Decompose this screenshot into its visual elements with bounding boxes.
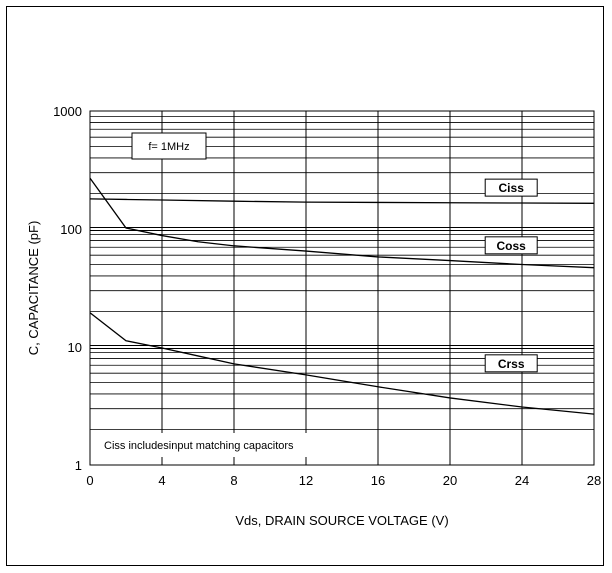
chart-frame <box>6 6 604 566</box>
x-tick-label: 24 <box>515 473 529 488</box>
series-label-box <box>484 236 538 255</box>
freq-note: f= 1MHz <box>148 141 189 153</box>
x-tick-label: 28 <box>587 473 601 488</box>
series-label-box <box>484 178 538 197</box>
x-tick-label: 12 <box>299 473 313 488</box>
series-lines <box>89 177 595 415</box>
y-tick-label: 1000 <box>53 104 82 119</box>
x-tick-label: 8 <box>230 473 237 488</box>
y-tick-label: 10 <box>68 340 82 355</box>
freq-note-box <box>131 132 207 160</box>
series-line-coss <box>89 177 595 269</box>
series-label-crss: Crss <box>498 357 525 371</box>
series-line-crss <box>89 312 595 415</box>
y-tick-label: 1 <box>75 458 82 473</box>
series-line-ciss <box>89 198 595 204</box>
x-tick-label: 16 <box>371 473 385 488</box>
grid <box>90 111 594 465</box>
series-label-coss: Coss <box>497 239 527 253</box>
y-tick-label: 100 <box>60 222 82 237</box>
ciss-note-box <box>96 433 344 457</box>
series-labels: Ciss Coss Crss <box>484 178 538 373</box>
x-axis-label: Vds, DRAIN SOURCE VOLTAGE (V) <box>235 513 448 528</box>
y-axis-label: C, CAPACITANCE (pF) <box>26 221 41 356</box>
series-label-ciss: Ciss <box>499 181 525 195</box>
x-ticks: 0 4 8 12 16 20 24 28 <box>86 473 601 488</box>
plot-border <box>89 110 595 466</box>
x-tick-label: 20 <box>443 473 457 488</box>
ciss-note: Ciss includesinput matching capacitors <box>104 440 294 452</box>
series-label-box <box>484 354 538 373</box>
x-tick-label: 4 <box>158 473 165 488</box>
x-tick-label: 0 <box>86 473 93 488</box>
y-ticks: 1 10 100 1000 <box>53 104 82 473</box>
